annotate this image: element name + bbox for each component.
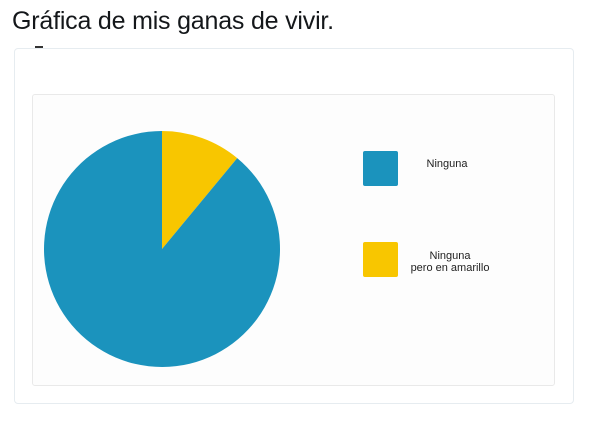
legend-label: pero en amarillo <box>411 262 490 274</box>
legend-swatch <box>363 151 398 186</box>
legend-swatch <box>363 242 398 277</box>
pie-slice-ninguna <box>44 131 281 367</box>
legend-item: Ninguna <box>363 151 468 186</box>
pie-slice-ninguna-amarillo <box>162 131 238 249</box>
legend-label: Ninguna <box>430 250 472 262</box>
legend-label: Ninguna <box>427 158 469 170</box>
pie-slices <box>44 131 281 367</box>
stray-mark <box>35 46 43 48</box>
page-title: Gráfica de mis ganas de vivir. <box>12 7 334 35</box>
